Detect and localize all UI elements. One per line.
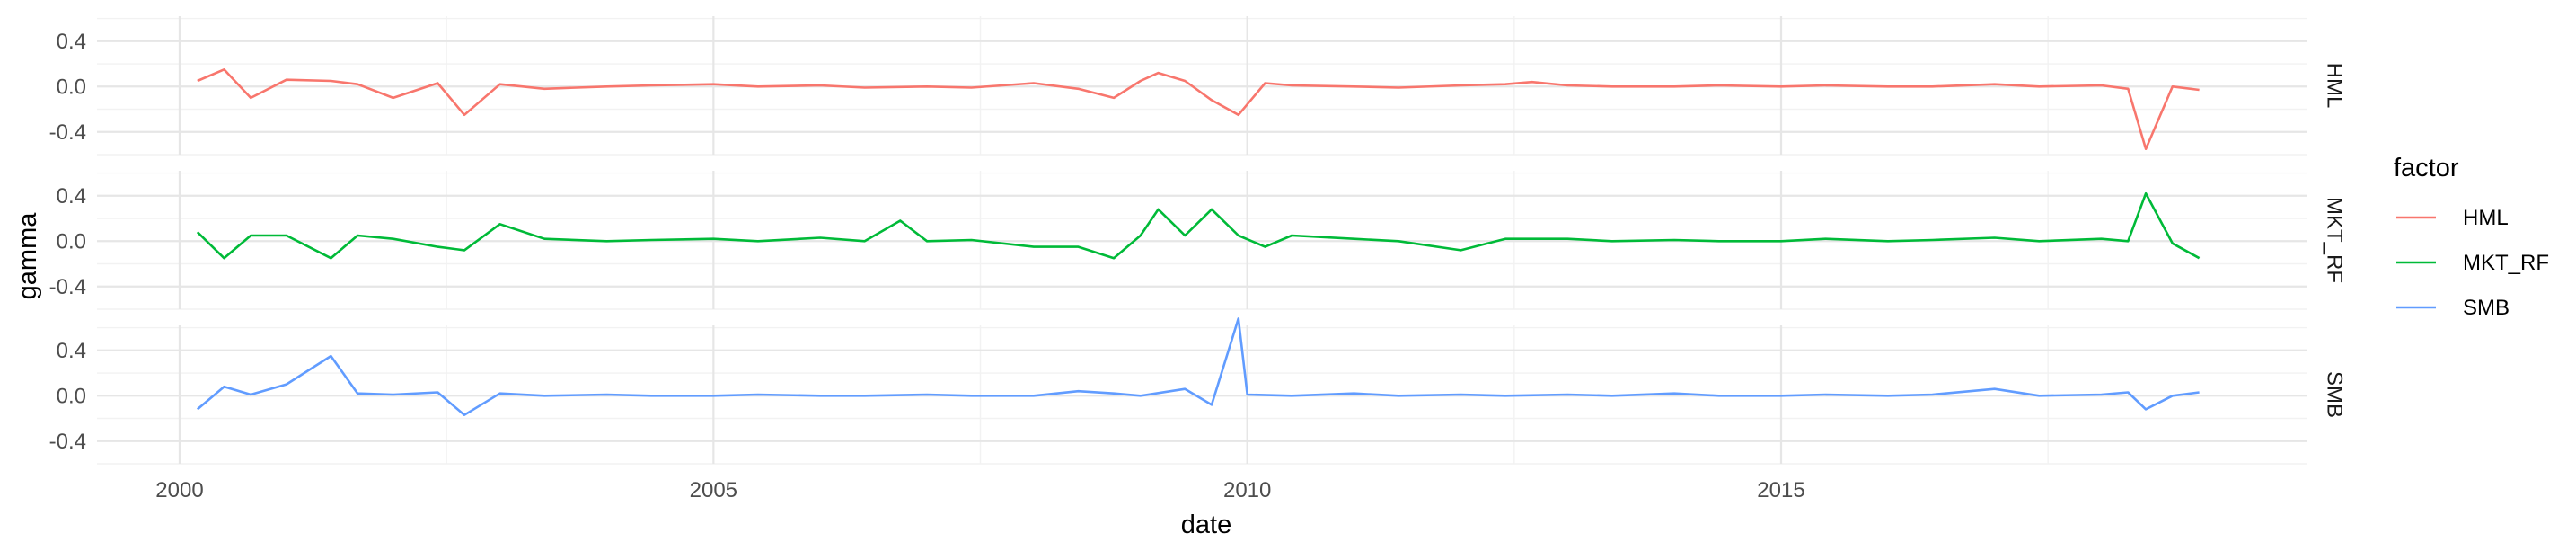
panel-smb: SMB — [97, 317, 2347, 465]
legend-label: MKT_RF — [2463, 251, 2549, 275]
facet-strip-label: MKT_RF — [2323, 197, 2347, 283]
y-tick-label: -0.4 — [49, 275, 86, 299]
x-tick-label: 2010 — [1223, 478, 1271, 502]
legend-item-smb: SMB — [2396, 296, 2510, 320]
x-axis-title: date — [1181, 511, 1231, 539]
panel-hml: HML — [97, 16, 2347, 156]
facet-strip-label: HML — [2323, 63, 2347, 109]
legend-label: HML — [2463, 206, 2509, 230]
legend-title: factor — [2394, 154, 2459, 182]
x-tick-label: 2000 — [155, 478, 203, 502]
y-tick-label: 0.4 — [57, 30, 86, 54]
x-tick-label: 2015 — [1757, 478, 1804, 502]
y-tick-label: 0.4 — [57, 184, 86, 209]
series-line-smb — [196, 317, 2200, 417]
panel-mkt-rf: MKT_RF — [97, 171, 2347, 310]
x-axis-tick-labels: 2000 2005 2010 2015 — [155, 478, 1804, 502]
series-line-mkt-rf — [196, 191, 2201, 260]
y-tick-label: 0.4 — [57, 339, 86, 363]
y-tick-label: -0.4 — [49, 430, 86, 454]
y-tick-label: -0.4 — [49, 120, 86, 145]
y-axis-title: gamma — [13, 212, 42, 300]
series-line-hml — [197, 68, 2200, 150]
legend-items: HML MKT_RF SMB — [2396, 206, 2549, 320]
facet-strip-label: SMB — [2323, 371, 2347, 418]
y-tick-label: 0.0 — [57, 384, 86, 408]
panels: HML MKT_RF SMB — [97, 16, 2347, 465]
legend-label: SMB — [2463, 296, 2510, 320]
x-tick-label: 2005 — [690, 478, 737, 502]
y-tick-label: 0.0 — [57, 75, 86, 99]
legend-item-mkt-rf: MKT_RF — [2396, 251, 2549, 275]
legend: factor HML MKT_RF SMB — [2394, 154, 2549, 320]
legend-item-hml: HML — [2396, 206, 2509, 230]
y-tick-label: 0.0 — [57, 229, 86, 253]
y-axis-tick-labels: 0.4 0.0 -0.4 0.4 0.0 -0.4 0.4 0.0 -0.4 — [49, 30, 86, 454]
